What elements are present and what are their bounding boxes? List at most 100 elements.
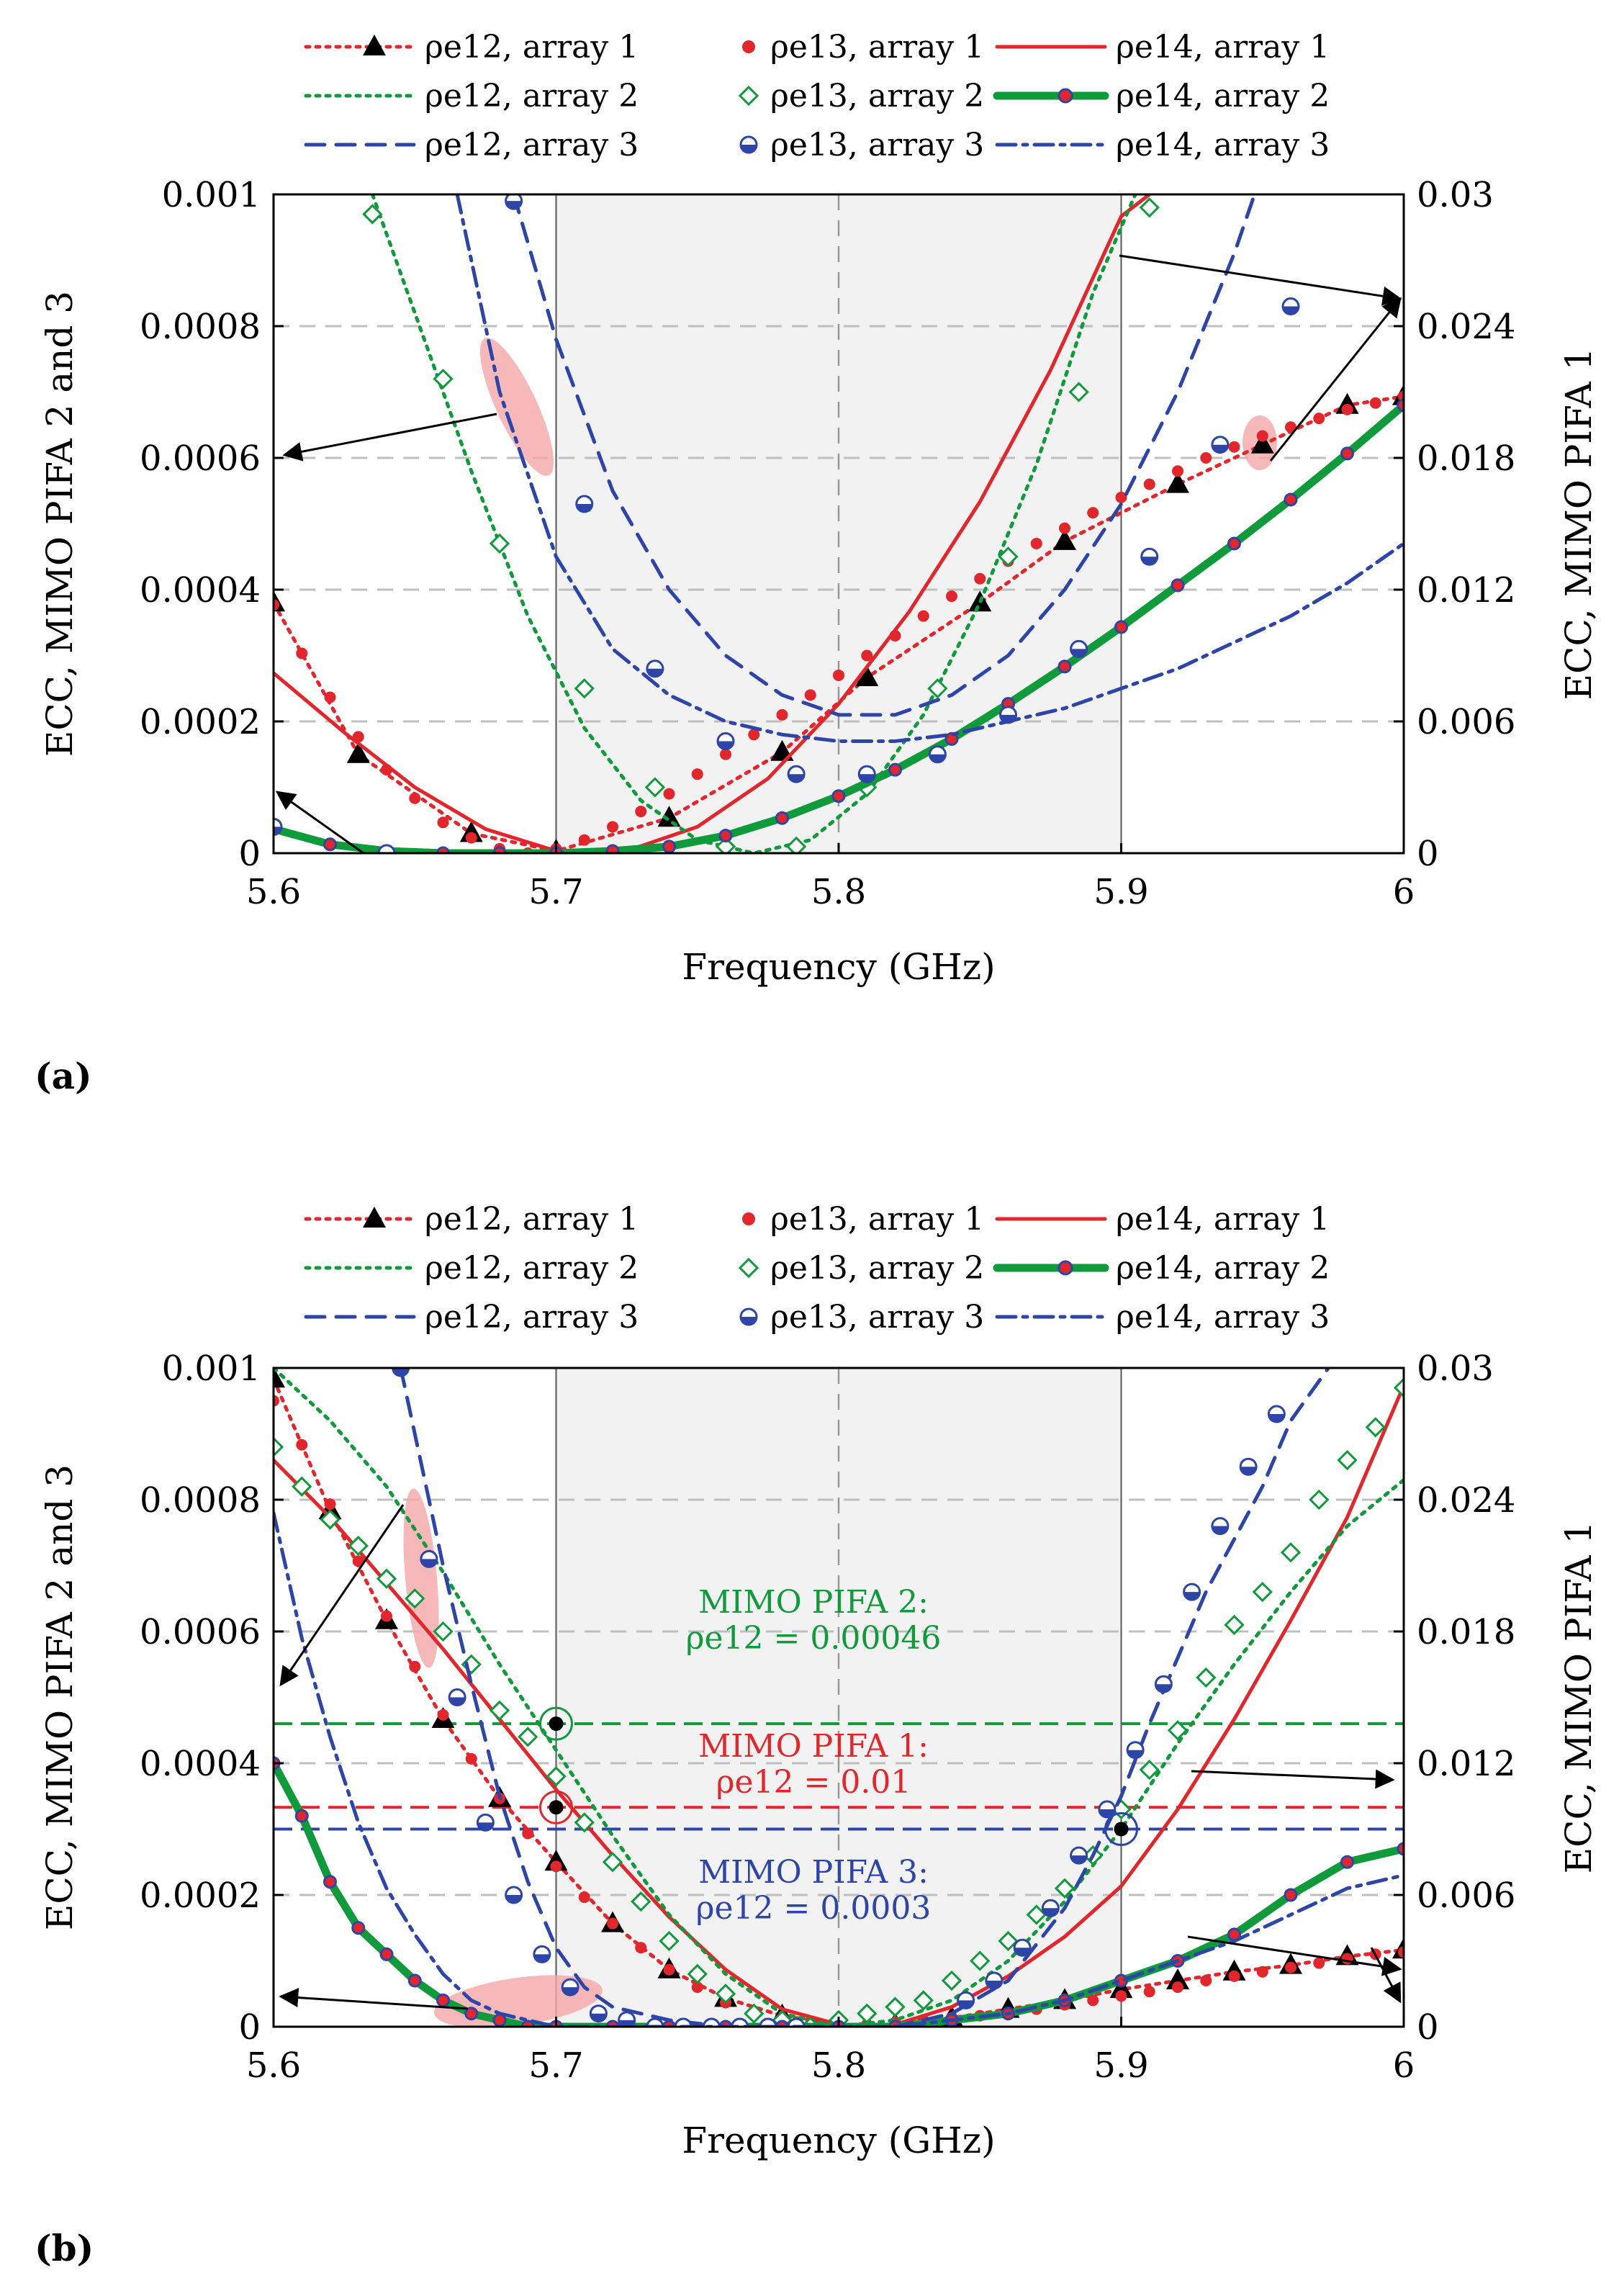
data-point [605, 844, 620, 853]
highlight-region [479, 338, 554, 476]
y-tick-label-left: 0 [238, 2007, 261, 2048]
series-line [274, 1368, 1404, 2027]
x-tick-label: 5.8 [811, 2045, 866, 2086]
legend-marker [1057, 88, 1073, 104]
data-point [407, 1973, 422, 1988]
data-point [392, 1368, 409, 1377]
data-point [436, 1993, 450, 2007]
y-tick-label-right: 0.006 [1417, 1876, 1515, 1916]
data-point [1200, 1974, 1212, 1986]
data-point [323, 837, 337, 852]
annotation-arrow [1370, 1947, 1402, 2004]
data-point [1268, 1414, 1285, 1423]
data-point [1341, 403, 1353, 415]
legend-label: ρe14, array 2 [1116, 78, 1330, 114]
legend-marker [738, 85, 759, 107]
data-point [320, 1509, 341, 1530]
legend-label: ρe14, array 3 [1116, 127, 1330, 163]
data-point [913, 1990, 934, 2011]
data-point [376, 1568, 397, 1589]
data-point [748, 729, 760, 741]
data-point [433, 1621, 454, 1642]
legend-label: ρe12, array 3 [425, 1299, 639, 1336]
data-point [1240, 1467, 1257, 1475]
data-point [1398, 1946, 1404, 1958]
data-point [675, 2027, 691, 2035]
data-point [1087, 1994, 1099, 2007]
data-point [788, 2027, 804, 2035]
data-point [1397, 1842, 1404, 1856]
data-point [409, 792, 421, 804]
x-tick-label: 5.7 [528, 2045, 583, 2086]
data-point [646, 2017, 664, 2027]
data-point [917, 610, 929, 622]
data-point [437, 1709, 449, 1721]
data-point [731, 2017, 749, 2027]
legend-label: ρe14, array 3 [1116, 1299, 1330, 1336]
data-point [1139, 1760, 1160, 1780]
threshold-point-ring [539, 1706, 573, 1741]
data-point [662, 839, 676, 853]
data-point [1252, 1581, 1273, 1603]
legend-label: ρe14, array 1 [1116, 1201, 1330, 1238]
legend-label: ρe13, array 3 [770, 1299, 984, 1336]
panel-label-b: (b) [35, 2227, 94, 2269]
y-tick-label-left: 0.001 [162, 175, 261, 215]
data-point [544, 1850, 568, 1871]
data-point [927, 678, 948, 699]
data-point [377, 844, 396, 853]
legend-label: ρe13, array 3 [770, 127, 984, 163]
legend-label: ρe12, array 2 [425, 78, 639, 114]
data-point [294, 1809, 309, 1823]
data-point [788, 774, 805, 783]
y-tick-label-left: 0.0004 [140, 1744, 261, 1784]
data-point [1155, 1684, 1172, 1693]
threshold-point [1114, 1822, 1129, 1837]
series-line [274, 1511, 1404, 2027]
data-point [1228, 441, 1240, 453]
data-point [1285, 421, 1296, 433]
data-point [974, 572, 986, 585]
data-point [1335, 392, 1359, 414]
x-tick-label: 5.9 [1093, 872, 1148, 912]
data-point [1309, 1489, 1330, 1511]
data-point [1250, 432, 1274, 454]
data-point [465, 1752, 477, 1765]
data-point [465, 832, 477, 844]
data-point [1127, 1750, 1144, 1758]
data-point [324, 691, 336, 703]
data-point [489, 1700, 510, 1721]
series-group [274, 1368, 1404, 2035]
data-point [489, 533, 510, 554]
data-point [718, 829, 733, 843]
legend-label: ρe14, array 1 [1116, 29, 1330, 66]
legend-label: ρe14, array 2 [1116, 1250, 1330, 1287]
data-point [1393, 1377, 1404, 1398]
threshold-value: ρe12 = 0.01 [716, 1764, 911, 1801]
data-point [296, 1439, 308, 1451]
data-point [1166, 472, 1189, 493]
data-point [720, 748, 731, 760]
data-point [1284, 1888, 1298, 1902]
y-tick-label-left: 0.0002 [140, 1876, 261, 1916]
data-point [786, 836, 807, 853]
data-point [533, 1954, 550, 1963]
data-point [274, 1368, 285, 1388]
data-point [718, 741, 734, 749]
data-point [405, 1588, 425, 1609]
data-point [691, 768, 703, 780]
data-point [804, 689, 816, 701]
data-point [998, 546, 1019, 567]
y-tick-label-left: 0.0008 [140, 307, 261, 347]
data-point [1115, 491, 1127, 503]
annotation-arrow [1119, 254, 1402, 306]
data-point [607, 1917, 618, 1930]
data-point [477, 1822, 494, 1831]
data-point [1070, 649, 1087, 657]
data-point [1114, 620, 1128, 634]
data-point [449, 1697, 466, 1706]
data-point [1228, 1970, 1240, 1982]
data-point [647, 2027, 663, 2035]
chart-panel-a: 5.6 5.7 5.8 5.9 600.00020.00040.00060.00080.… [39, 29, 1600, 988]
